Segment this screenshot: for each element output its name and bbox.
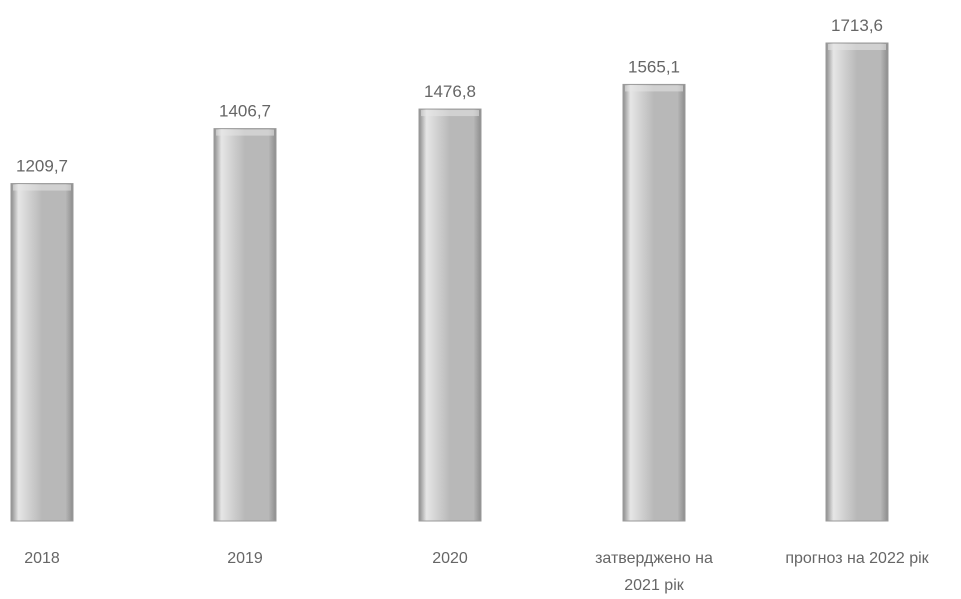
bar-rect bbox=[10, 183, 74, 522]
bar-rect bbox=[825, 42, 889, 522]
bar-5 bbox=[825, 42, 889, 522]
bar-1 bbox=[10, 183, 74, 522]
category-label: 2018 bbox=[24, 550, 60, 567]
bar-rect bbox=[213, 128, 277, 522]
bars-group bbox=[10, 42, 889, 522]
category-label-line: 2021 рік bbox=[624, 577, 684, 594]
category-label-line: 2018 bbox=[24, 550, 60, 567]
value-labels-group: 1209,7 1406,7 1476,8 1565,1 1713,6 bbox=[16, 16, 883, 176]
value-label: 1209,7 bbox=[16, 157, 68, 176]
bar-2 bbox=[213, 128, 277, 522]
bar-rect bbox=[418, 108, 482, 522]
bar-3 bbox=[418, 108, 482, 522]
bar-top-bevel bbox=[421, 110, 479, 117]
category-label-line: затверджено на bbox=[595, 550, 713, 567]
bar-top-bevel bbox=[625, 85, 683, 92]
category-label-line: 2019 bbox=[227, 550, 263, 567]
value-label: 1565,1 bbox=[628, 57, 680, 76]
category-label: 2019 bbox=[227, 550, 263, 567]
value-label: 1476,8 bbox=[424, 82, 476, 101]
bar-top-bevel bbox=[13, 184, 71, 191]
bar-4 bbox=[622, 83, 686, 522]
category-label: 2020 bbox=[432, 550, 468, 567]
bar-top-bevel bbox=[828, 44, 886, 50]
category-label: затверджено на 2021 рік bbox=[595, 550, 713, 594]
category-label: прогноз на 2022 рік bbox=[785, 550, 929, 567]
category-label-line: 2020 bbox=[432, 550, 468, 567]
category-labels-group: 2018 2019 2020 затверджено на 2021 рік прогно… bbox=[24, 550, 929, 594]
category-label-line: прогноз на 2022 рік bbox=[785, 550, 929, 567]
value-label: 1406,7 bbox=[219, 102, 271, 121]
value-label: 1713,6 bbox=[831, 16, 883, 35]
bar-rect bbox=[622, 83, 686, 522]
bar-top-bevel bbox=[216, 129, 274, 136]
